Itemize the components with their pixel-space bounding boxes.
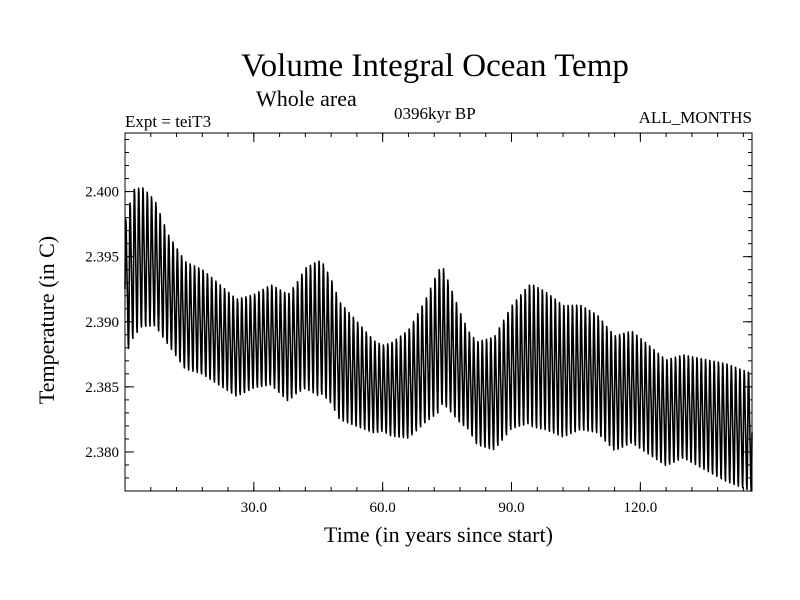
chart-subtitle: Whole area — [256, 86, 357, 111]
plot-frame — [124, 132, 753, 492]
series-line-0 — [124, 187, 753, 492]
y-tick-label: 2.385 — [85, 380, 119, 396]
y-tick-label: 2.400 — [85, 185, 119, 201]
x-tick-label: 60.0 — [370, 500, 396, 516]
x-tick-label: 30.0 — [241, 500, 267, 516]
y-tick-label: 2.380 — [85, 445, 119, 461]
months-label: ALL_MONTHS — [638, 108, 752, 127]
y-tick-label: 2.390 — [85, 315, 119, 331]
chart-title: Volume Integral Ocean Temp — [241, 48, 629, 84]
x-tick-label: 120.0 — [623, 500, 657, 516]
x-axis-label: Time (in years since start) — [324, 522, 553, 547]
x-tick-label: 90.0 — [498, 500, 524, 516]
y-tick-label: 2.395 — [85, 250, 119, 266]
period-label: 0396kyr BP — [394, 104, 476, 123]
experiment-label: Expt = teiT3 — [125, 112, 212, 131]
